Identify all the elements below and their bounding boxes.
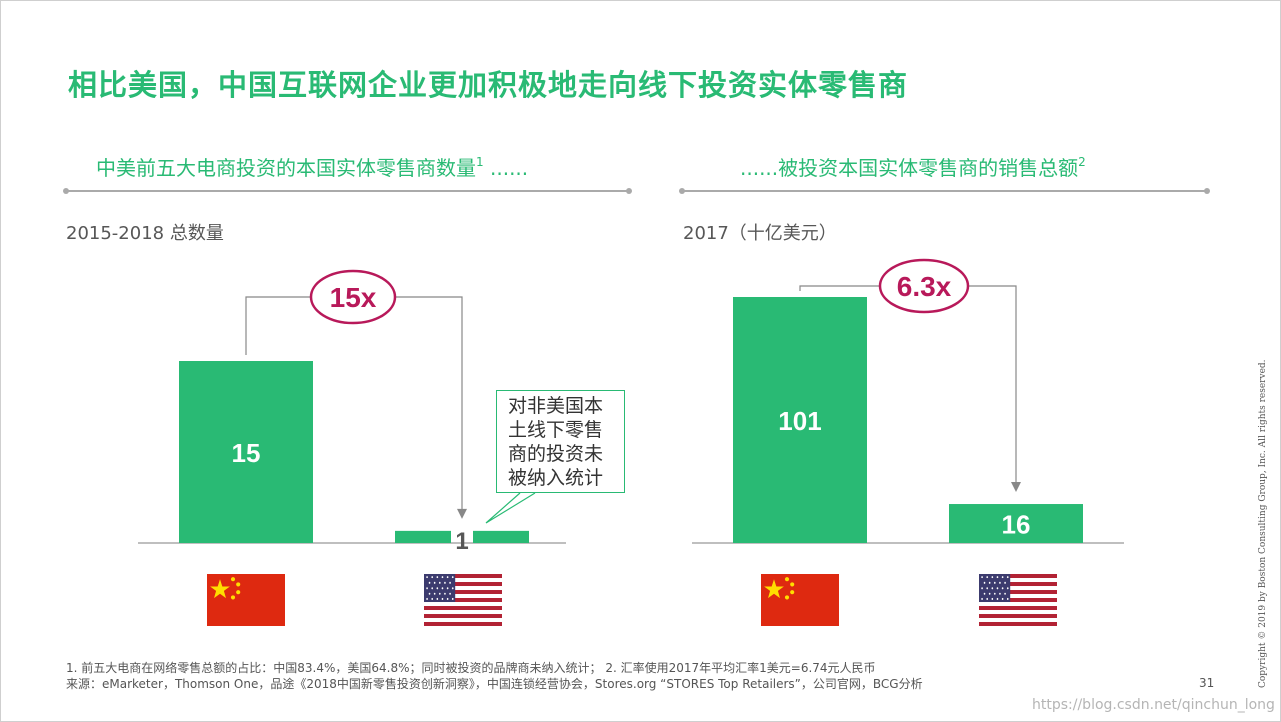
chart-1-multiplier-label: 6.3x bbox=[897, 271, 952, 302]
left-heading-ellipsis: ...... bbox=[483, 156, 529, 180]
china-flag-icon bbox=[761, 574, 839, 626]
footnotes: 1. 前五大电商在网络零售总额的占比：中国83.4%，美国64.8%；同时被投资… bbox=[66, 660, 923, 692]
left-section-heading: 中美前五大电商投资的本国实体零售商数量1 ...... bbox=[96, 152, 528, 181]
chart-0-value-label: 15 bbox=[232, 438, 261, 468]
left-rule-dot-start bbox=[63, 188, 69, 194]
right-section-rule bbox=[679, 188, 1210, 194]
right-heading-text: 被投资本国实体零售商的销售总额 bbox=[778, 156, 1079, 180]
left-section-rule bbox=[63, 188, 632, 194]
callout-line: 被纳入统计 bbox=[508, 467, 604, 489]
chart-0-multiplier-ring bbox=[309, 269, 397, 325]
right-rule-dot-start bbox=[679, 188, 685, 194]
chart-1-value-label: 16 bbox=[1002, 510, 1031, 540]
callout-line: 土线下零售 bbox=[508, 419, 604, 441]
usa-flag-icon bbox=[979, 574, 1057, 626]
chart-0-value-label: 1 bbox=[455, 528, 468, 555]
footnote-line: 1. 前五大电商在网络零售总额的占比：中国83.4%，美国64.8%；同时被投资… bbox=[66, 661, 876, 675]
left-rule-dot-end bbox=[626, 188, 632, 194]
china-flag-icon bbox=[207, 574, 285, 626]
right-section-heading: ......被投资本国实体零售商的销售总额2 bbox=[740, 152, 1086, 181]
right-heading-footnote-mark: 2 bbox=[1078, 155, 1086, 169]
left-heading-text: 中美前五大电商投资的本国实体零售商数量 bbox=[96, 156, 476, 180]
right-heading-ellipsis: ...... bbox=[740, 156, 779, 180]
right-unit-label: 2017（十亿美元） bbox=[683, 223, 837, 244]
page-title: 相比美国，中国互联网企业更加积极地走向线下投资实体零售商 bbox=[68, 68, 909, 102]
chart-0-bar-0 bbox=[179, 361, 313, 543]
chart-1-bar-1 bbox=[949, 504, 1083, 543]
copyright-notice: Copyright © 2019 by Boston Consulting Gr… bbox=[1258, 359, 1268, 688]
chart-0-bar-1 bbox=[473, 530, 529, 543]
chart-1-bar-0 bbox=[733, 297, 867, 543]
source-line: 来源：eMarketer，Thomson One，品途《2018中国新零售投资创… bbox=[66, 677, 923, 691]
watermark: https://blog.csdn.net/qinchun_long bbox=[1032, 697, 1275, 713]
callout-line: 商的投资未 bbox=[508, 443, 604, 465]
callout-pointer bbox=[485, 492, 536, 524]
chart-1-value-label: 101 bbox=[778, 406, 821, 436]
chart-0-bar-1 bbox=[395, 530, 451, 543]
usa-flag-icon bbox=[424, 574, 502, 626]
callout-note: 对非美国本 土线下零售 商的投资未 被纳入统计 bbox=[496, 390, 625, 493]
page-number: 31 bbox=[1199, 676, 1215, 690]
left-unit-label: 2015-2018 总数量 bbox=[66, 223, 224, 244]
callout-line: 对非美国本 bbox=[508, 395, 604, 417]
right-rule-dot-end bbox=[1204, 188, 1210, 194]
chart-1-multiplier-ring bbox=[878, 258, 970, 314]
chart-1-arrow-head bbox=[1011, 482, 1021, 493]
chart-0-arrow-head bbox=[457, 508, 467, 519]
chart-0-multiplier-label: 15x bbox=[330, 282, 377, 313]
left-heading-footnote-mark: 1 bbox=[476, 155, 484, 169]
